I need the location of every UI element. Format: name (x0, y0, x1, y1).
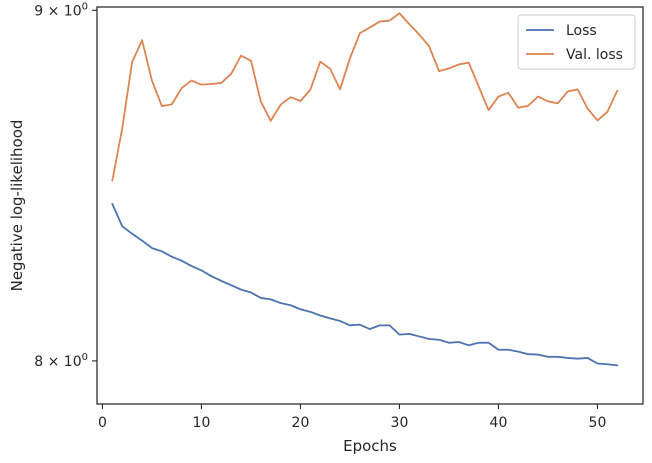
x-tick-label: 50 (589, 415, 607, 431)
legend-label-loss: Loss (566, 23, 597, 39)
plot-area (111, 12, 619, 367)
legend-box (517, 14, 636, 70)
y-axis: 9 × 100 8 × 100 (34, 1, 97, 370)
x-tick-label: 20 (292, 415, 310, 431)
x-axis: 0 10 20 30 40 50 (98, 404, 606, 431)
x-tick-label: 0 (98, 415, 107, 431)
y-tick-label: 8 × 100 (34, 352, 88, 370)
series-line-loss (111, 203, 619, 367)
x-tick-label: 40 (490, 415, 508, 431)
legend-label-val-loss: Val. loss (566, 47, 623, 63)
y-axis-label: Negative log-likelihood (8, 120, 26, 292)
series-line-val-loss (111, 12, 619, 182)
x-axis-label: Epochs (343, 437, 397, 455)
y-tick-label: 9 × 100 (34, 1, 88, 19)
legend: Loss Val. loss (517, 14, 636, 70)
x-tick-label: 30 (391, 415, 409, 431)
axes-frame (96, 6, 644, 405)
x-tick-label: 10 (193, 415, 211, 431)
